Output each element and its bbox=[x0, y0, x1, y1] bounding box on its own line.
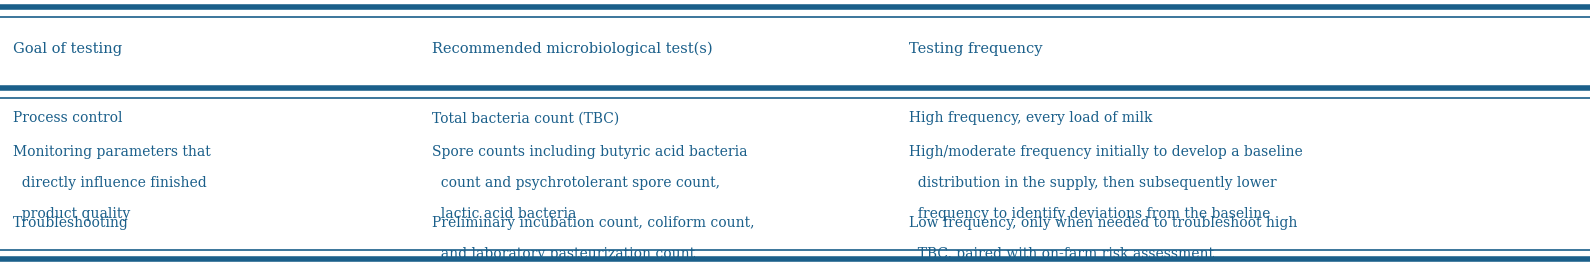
Text: directly influence finished: directly influence finished bbox=[13, 176, 207, 190]
Text: Process control: Process control bbox=[13, 111, 122, 125]
Text: TBC, paired with on-farm risk assessment: TBC, paired with on-farm risk assessment bbox=[909, 247, 1215, 261]
Text: product quality: product quality bbox=[13, 207, 130, 221]
Text: Preliminary incubation count, coliform count,: Preliminary incubation count, coliform c… bbox=[432, 216, 755, 230]
Text: Goal of testing: Goal of testing bbox=[13, 42, 122, 56]
Text: distribution in the supply, then subsequently lower: distribution in the supply, then subsequ… bbox=[909, 176, 1277, 190]
Text: High frequency, every load of milk: High frequency, every load of milk bbox=[909, 111, 1153, 125]
Text: Total bacteria count (TBC): Total bacteria count (TBC) bbox=[432, 111, 620, 125]
Text: Testing frequency: Testing frequency bbox=[909, 42, 1043, 56]
Text: High/moderate frequency initially to develop a baseline: High/moderate frequency initially to dev… bbox=[909, 145, 1304, 159]
Text: frequency to identify deviations from the baseline: frequency to identify deviations from th… bbox=[909, 207, 1270, 221]
Text: lactic acid bacteria: lactic acid bacteria bbox=[432, 207, 577, 221]
Text: Troubleshooting: Troubleshooting bbox=[13, 216, 129, 230]
Text: Low frequency, only when needed to troubleshoot high: Low frequency, only when needed to troub… bbox=[909, 216, 1297, 230]
Text: and laboratory pasteurization count: and laboratory pasteurization count bbox=[432, 247, 695, 261]
Text: count and psychrotolerant spore count,: count and psychrotolerant spore count, bbox=[432, 176, 720, 190]
Text: Monitoring parameters that: Monitoring parameters that bbox=[13, 145, 210, 159]
Text: Spore counts including butyric acid bacteria: Spore counts including butyric acid bact… bbox=[432, 145, 747, 159]
Text: Recommended microbiological test(s): Recommended microbiological test(s) bbox=[432, 42, 712, 56]
